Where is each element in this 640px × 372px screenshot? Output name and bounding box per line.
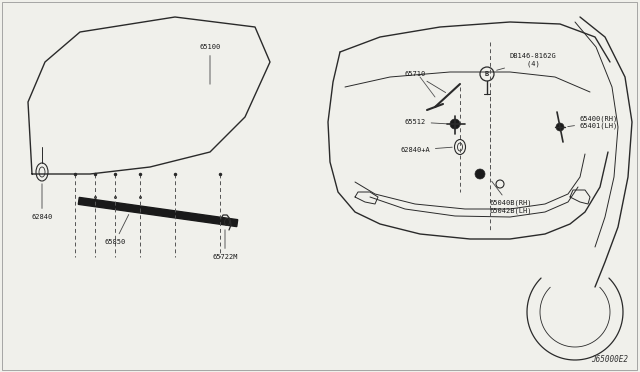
Text: 65850: 65850	[104, 215, 129, 245]
Polygon shape	[78, 198, 237, 227]
Circle shape	[450, 119, 460, 129]
Text: 62840+A: 62840+A	[400, 147, 452, 153]
Text: J65000E2: J65000E2	[591, 355, 628, 364]
Text: 65722M: 65722M	[212, 230, 237, 260]
Circle shape	[475, 169, 485, 179]
Text: 62840: 62840	[31, 184, 52, 220]
Text: 65512: 65512	[404, 119, 447, 125]
Text: 65100: 65100	[200, 44, 221, 84]
Circle shape	[556, 123, 564, 131]
Text: 65400(RH)
65401(LH): 65400(RH) 65401(LH)	[568, 115, 618, 129]
Text: 65040B(RH)
65042B(LH): 65040B(RH) 65042B(LH)	[490, 181, 532, 214]
Text: 65710: 65710	[404, 71, 445, 93]
Text: B: B	[485, 71, 489, 77]
Text: DB146-8162G
    (4): DB146-8162G (4)	[497, 53, 557, 70]
